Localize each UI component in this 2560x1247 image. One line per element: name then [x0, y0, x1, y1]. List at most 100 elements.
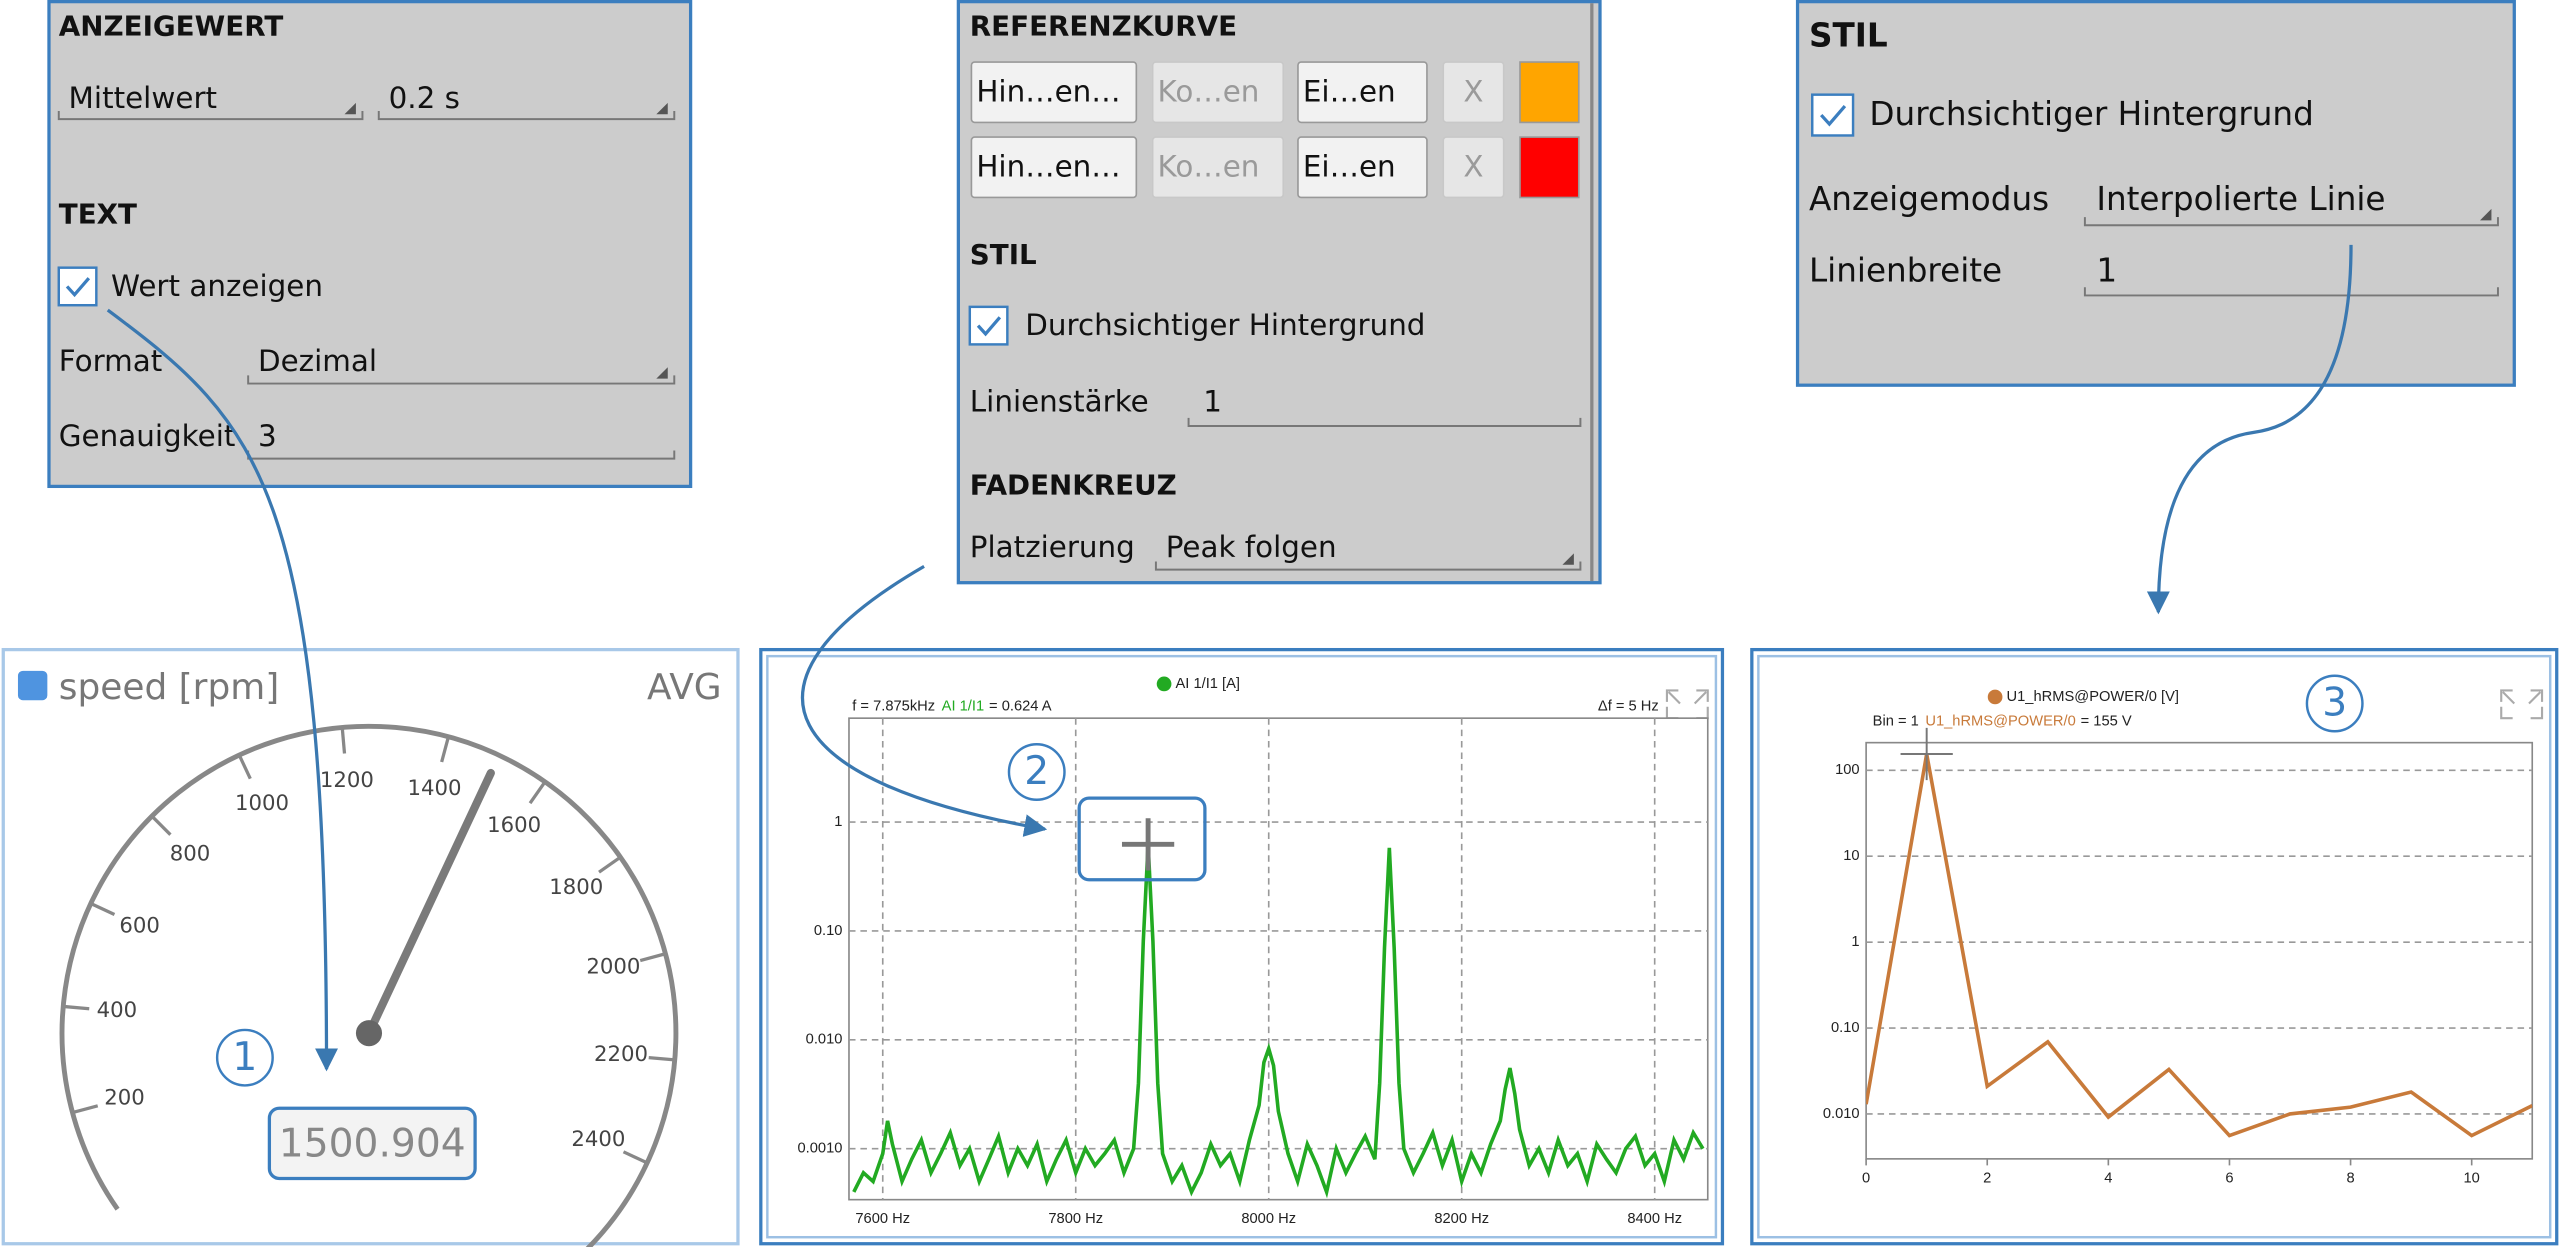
gauge-tick-label: 600	[119, 913, 160, 938]
checkbox-label: Durchsichtiger Hintergrund	[1869, 95, 2313, 133]
input-value: 1	[2096, 252, 2117, 290]
dropdown-arrow	[656, 102, 668, 115]
gauge-tick-label: 1600	[487, 813, 541, 838]
readout-value: = 0.624 A	[989, 699, 1052, 715]
field-label: Platzierung	[970, 530, 1135, 564]
field-label: Genauigkeit	[59, 419, 236, 453]
value-box	[267, 1106, 477, 1181]
x-tick-label: 4	[2104, 1170, 2112, 1186]
field-underline	[57, 110, 364, 121]
resolution: Δf = 5 Hz	[1598, 699, 1659, 715]
readout-channel: U1_hRMS@POWER/0	[1925, 713, 2075, 729]
y-tick-label: 10	[1843, 848, 1859, 864]
callout-circle	[215, 1028, 274, 1087]
gauge-tick	[150, 815, 172, 836]
field-label: Linienbreite	[1809, 252, 2002, 290]
gauge-tick-label: 1000	[235, 791, 289, 816]
gauge-tick-label: 1400	[407, 776, 461, 801]
button[interactable]	[1297, 136, 1428, 199]
highlight-box	[1077, 796, 1207, 882]
checkbox[interactable]	[57, 266, 98, 307]
x-tick-label: 10	[2464, 1170, 2480, 1186]
button[interactable]	[1151, 136, 1285, 199]
y-tick-label: 100	[1835, 762, 1860, 778]
checkbox[interactable]	[1811, 93, 1855, 137]
button[interactable]	[970, 61, 1138, 124]
input-value: 3	[258, 419, 277, 453]
button-label: Ei…en	[1303, 150, 1396, 184]
x-tick-label: 2	[1983, 1170, 1991, 1186]
expand-icon[interactable]	[2500, 689, 2544, 720]
button[interactable]	[1442, 136, 1505, 199]
button[interactable]	[970, 136, 1138, 199]
button-label: Ko…en	[1158, 75, 1260, 109]
gauge-tick	[90, 902, 116, 917]
button[interactable]	[1151, 61, 1285, 124]
dropdown-arrow	[344, 102, 356, 115]
field-underline	[2083, 287, 2499, 297]
callout-number: 2	[1024, 749, 1049, 794]
y-tick-label: 0.10	[1831, 1020, 1860, 1036]
gauge-value: 1500.904	[279, 1121, 466, 1166]
checkmark	[1820, 105, 1847, 127]
gauge-tick-label: 200	[104, 1086, 145, 1111]
crosshair	[1121, 818, 1175, 871]
input-value: 1	[1203, 385, 1222, 419]
readout-channel: AI 1/I1	[942, 699, 984, 715]
gauge-tick-label: 1200	[320, 768, 374, 793]
readout-position: f = 7.875kHz	[852, 699, 935, 715]
gauge-tick	[622, 1150, 648, 1165]
gauge-tick-label: 800	[170, 841, 211, 866]
checkbox[interactable]	[968, 305, 1009, 346]
gauge-tick	[72, 1104, 99, 1115]
field-underline	[1187, 417, 1582, 427]
button-label: X	[1463, 150, 1483, 184]
settings-panel	[47, 0, 693, 489]
legend-marker	[1987, 689, 2003, 705]
section-heading: REFERENZKURVE	[970, 10, 1237, 43]
checkmark	[65, 277, 91, 298]
x-tick-label: 0	[1862, 1170, 1870, 1186]
section-heading: FADENKREUZ	[970, 468, 1177, 501]
y-tick-label: 0.010	[1823, 1106, 1860, 1122]
x-tick-label: 6	[2225, 1170, 2233, 1186]
callout-circle	[2305, 674, 2364, 733]
x-tick-label: 7800 Hz	[1048, 1211, 1103, 1227]
arrow	[106, 308, 338, 1072]
field-label: Linienstärke	[970, 385, 1149, 419]
crosshair	[1900, 727, 1953, 781]
button-label: Hin…en…	[976, 75, 1120, 109]
legend-swatch	[17, 670, 48, 701]
y-tick-label: 1	[834, 814, 842, 830]
x-tick-label: 8200 Hz	[1434, 1211, 1489, 1227]
button-label: Hin…en…	[976, 150, 1120, 184]
section-heading: STIL	[970, 238, 1037, 271]
legend-label: AI 1/I1 [A]	[1176, 676, 1241, 692]
field-underline	[1154, 561, 1582, 571]
section-heading: ANZEIGEWERT	[59, 10, 284, 43]
readout: Bin = 1 U1_hRMS@POWER/0 = 155 V	[1873, 713, 2132, 729]
dropdown-value: Dezimal	[258, 344, 377, 378]
field-label: Anzeigemodus	[1809, 180, 2049, 218]
button-label: Ei…en	[1303, 75, 1396, 109]
y-tick-label: 0.010	[806, 1032, 843, 1048]
readout: f = 7.875kHz AI 1/I1 = 0.624 A	[852, 699, 1051, 715]
section-heading: TEXT	[59, 197, 137, 230]
arrow	[2146, 244, 2353, 615]
dropdown-value: 0.2 s	[389, 81, 460, 115]
field-underline	[2083, 217, 2499, 227]
y-tick-label: 0.0010	[798, 1141, 843, 1157]
legend-label: U1_hRMS@POWER/0 [V]	[2007, 689, 2179, 705]
button[interactable]	[1297, 61, 1428, 124]
gauge-tick-label: 2000	[586, 955, 640, 980]
dropdown-value: Peak folgen	[1166, 530, 1337, 564]
color-swatch[interactable]	[1519, 136, 1580, 199]
x-tick-label: 8000 Hz	[1241, 1211, 1296, 1227]
gauge-mode: AVG	[647, 667, 722, 708]
x-tick-label: 8400 Hz	[1627, 1211, 1682, 1227]
button[interactable]	[1442, 61, 1505, 124]
field-underline	[247, 375, 676, 385]
dropdown-value: Interpolierte Linie	[2096, 180, 2385, 218]
color-swatch[interactable]	[1519, 61, 1580, 124]
